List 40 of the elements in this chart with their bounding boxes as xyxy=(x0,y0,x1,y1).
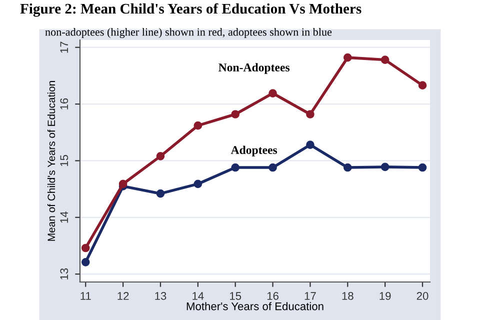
point xyxy=(268,89,277,98)
x-tick-label: 12 xyxy=(118,292,129,300)
point xyxy=(156,152,165,160)
y-tick-label: 13 xyxy=(60,268,68,280)
x-axis-title: Mother's Years of Education xyxy=(186,302,324,310)
x-tick-label: 17 xyxy=(304,292,316,300)
x-tick-label: 20 xyxy=(416,292,428,300)
y-tick-label: 16 xyxy=(60,98,68,110)
point xyxy=(81,244,90,252)
x-tick-label: 15 xyxy=(230,292,242,300)
point xyxy=(194,180,202,188)
point xyxy=(380,162,390,172)
point xyxy=(306,140,314,150)
x-tick-label: 18 xyxy=(342,292,354,300)
point xyxy=(343,53,352,62)
point xyxy=(231,110,240,118)
x-tick-label: 19 xyxy=(380,292,391,300)
y-tick-label: 17 xyxy=(60,42,68,53)
chart-subtitle: non-adoptees (higher line) shown in red, adoptees shown in blue xyxy=(45,28,332,38)
point xyxy=(418,81,427,90)
point xyxy=(343,163,352,172)
y-axis-title: Mean of Child's Years of Education xyxy=(47,81,56,241)
point xyxy=(268,163,277,172)
series-label: Non-Adoptees xyxy=(218,63,290,74)
point xyxy=(418,163,427,172)
point xyxy=(306,110,314,118)
series-label: Adoptees xyxy=(230,146,278,156)
point xyxy=(194,121,202,130)
point xyxy=(118,180,128,188)
point xyxy=(380,56,390,64)
x-tick-label: 16 xyxy=(267,292,278,300)
point xyxy=(156,189,165,198)
x-tick-label: 11 xyxy=(80,292,91,300)
x-tick-label: 14 xyxy=(192,292,204,300)
x-tick-label: 13 xyxy=(155,292,166,300)
point xyxy=(81,258,90,266)
point xyxy=(231,163,240,172)
y-tick-label: 15 xyxy=(60,155,68,166)
y-tick-label: 14 xyxy=(60,212,68,223)
chart-title: Figure 2: Mean Child's Years of Education Vs Mothers xyxy=(20,3,362,17)
